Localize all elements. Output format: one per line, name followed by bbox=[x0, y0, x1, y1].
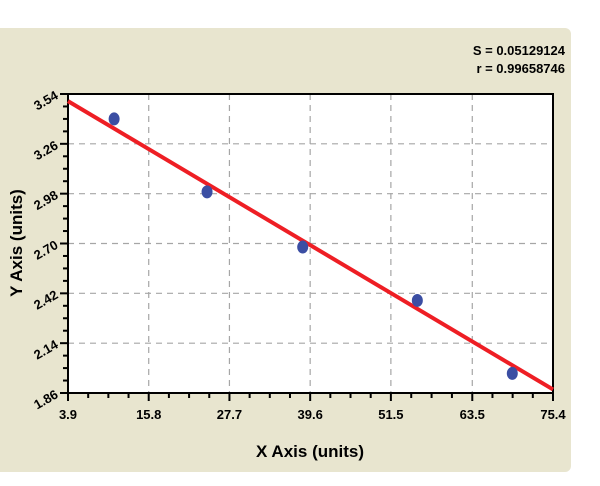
y-tick-label: 2.14 bbox=[31, 336, 61, 362]
x-tick-label: 39.6 bbox=[298, 407, 323, 422]
regression-line bbox=[66, 99, 555, 392]
stats-block: S = 0.05129124 r = 0.99658746 bbox=[473, 42, 565, 78]
data-point bbox=[506, 366, 518, 380]
data-point bbox=[108, 112, 120, 126]
y-axis-title: Y Axis (units) bbox=[7, 189, 26, 297]
y-tick-label: 2.70 bbox=[31, 237, 60, 263]
data-point bbox=[411, 293, 423, 307]
y-tick-label: 1.86 bbox=[31, 387, 60, 413]
data-point bbox=[201, 185, 213, 199]
x-tick-label: 63.5 bbox=[460, 407, 485, 422]
plot-border bbox=[67, 93, 554, 394]
x-tick-label: 15.8 bbox=[136, 407, 161, 422]
data-point bbox=[297, 240, 309, 254]
stat-r-value: r = 0.99658746 bbox=[476, 61, 565, 76]
y-tick-label: 2.42 bbox=[31, 287, 60, 313]
x-tick-label: 51.5 bbox=[378, 407, 403, 422]
stat-s-value: S = 0.05129124 bbox=[472, 43, 565, 58]
x-tick-label: 75.4 bbox=[540, 407, 566, 422]
y-tick-label: 2.98 bbox=[31, 187, 60, 213]
y-tick-label: 3.54 bbox=[31, 87, 61, 113]
x-axis-title: X Axis (units) bbox=[256, 442, 364, 461]
y-tick-label: 3.26 bbox=[31, 137, 60, 163]
x-tick-label: 3.9 bbox=[59, 407, 77, 422]
x-tick-label: 27.7 bbox=[217, 407, 242, 422]
